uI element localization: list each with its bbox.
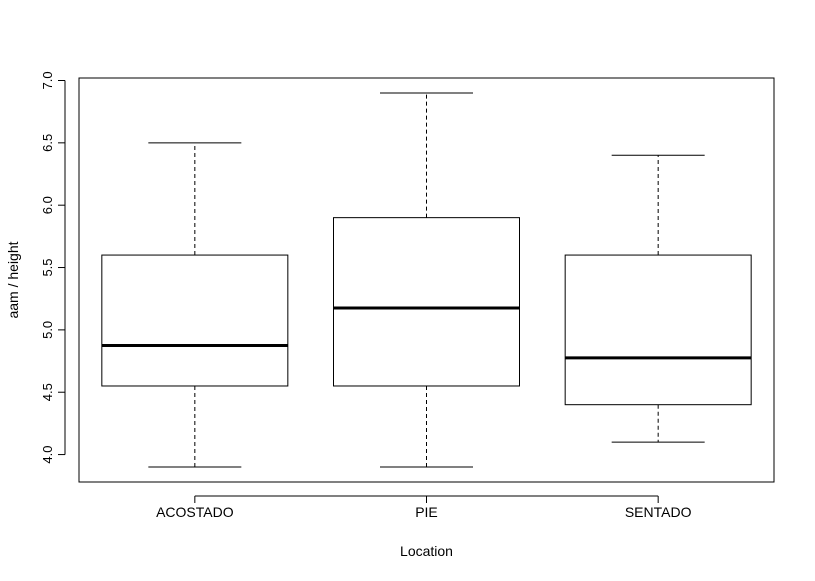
plot-frame — [78, 77, 775, 483]
x-axis-label: Location — [400, 543, 453, 559]
iqr-box — [564, 254, 752, 406]
iqr-box — [101, 254, 289, 387]
y-tick-label: 5.0 — [40, 321, 55, 339]
x-tick-label: SENTADO — [625, 504, 692, 520]
x-axis: ACOSTADO PIE SENTADO — [156, 495, 692, 520]
x-tick-label: ACOSTADO — [156, 504, 234, 520]
y-tick-label: 5.5 — [40, 258, 55, 276]
y-axis-label: aam / height — [5, 241, 21, 318]
y-tick-label: 4.5 — [40, 383, 55, 401]
box-sentado — [564, 154, 752, 443]
box-acostado — [101, 142, 289, 468]
x-tick-label: PIE — [415, 504, 438, 520]
y-tick-label: 6.5 — [40, 134, 55, 152]
y-axis: 4.0 4.5 5.0 5.5 6.0 6.5 7.0 — [40, 71, 66, 464]
box-group — [101, 92, 752, 468]
y-tick-label: 4.0 — [40, 446, 55, 464]
y-tick-label: 6.0 — [40, 196, 55, 214]
y-tick-label: 7.0 — [40, 71, 55, 89]
box-pie — [333, 92, 520, 468]
iqr-box — [333, 217, 520, 387]
